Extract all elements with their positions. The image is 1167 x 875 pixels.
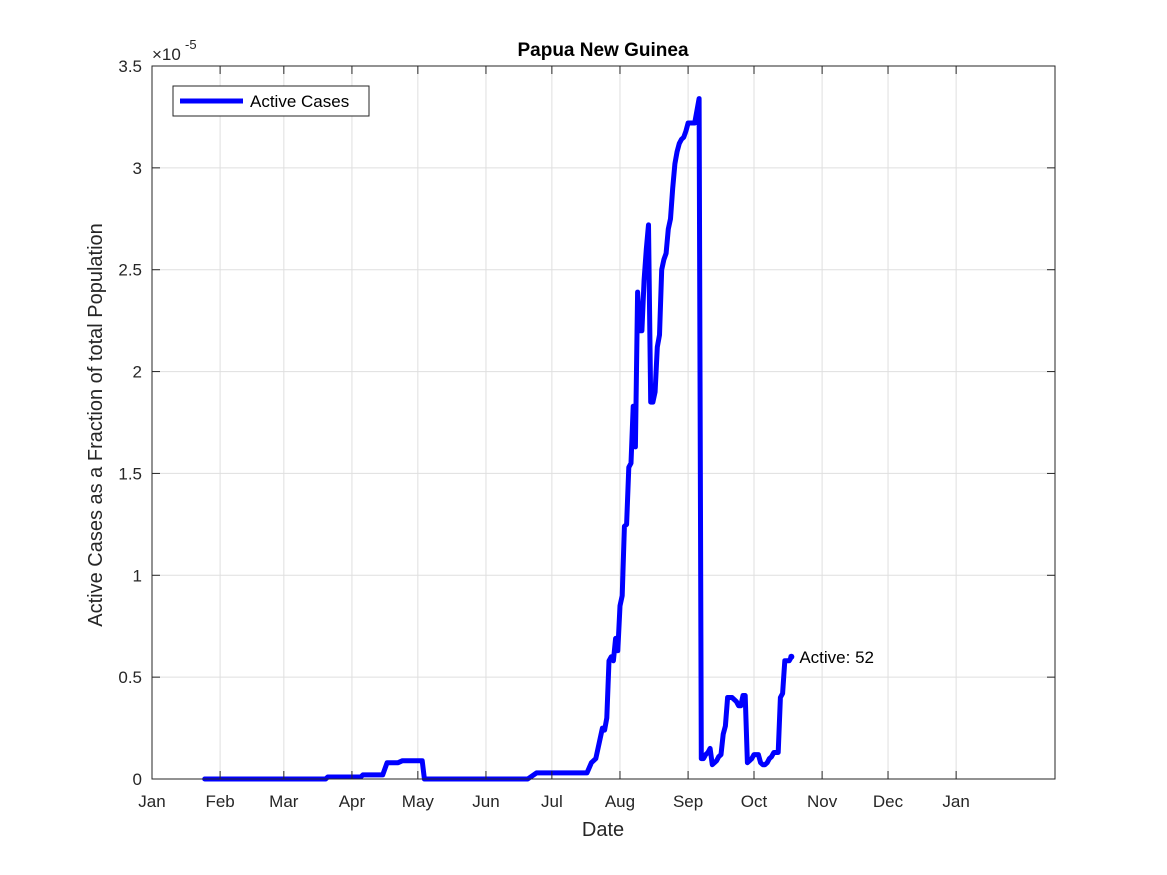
- x-tick-label: Dec: [873, 792, 904, 811]
- y-tick-label: 3.5: [118, 57, 142, 76]
- grid-lines: [151, 65, 1055, 780]
- annotation-text: Active: 52: [799, 648, 874, 667]
- annotation-active: Active: 52: [788, 648, 874, 667]
- y-tick-label: 3: [133, 159, 142, 178]
- y-exponent-label: ×10 -5: [152, 37, 197, 64]
- legend-entry-active-cases: Active Cases: [250, 92, 349, 111]
- annotation-marker: [788, 653, 795, 660]
- axis-ticks: [151, 65, 1055, 780]
- y-tick-label: 0: [133, 770, 142, 789]
- y-tick-label: 0.5: [118, 668, 142, 687]
- x-axis-label: Date: [582, 819, 624, 841]
- series-layer: [202, 96, 794, 782]
- x-tick-label: May: [402, 792, 435, 811]
- y-tick-label: 1: [133, 566, 142, 585]
- y-tick-labels: 0 0.5 1 1.5 2 2.5 3 3.5: [118, 57, 142, 789]
- x-tick-label: Jan: [942, 792, 969, 811]
- y-tick-label: 1.5: [118, 464, 142, 483]
- legend: Active Cases: [172, 85, 370, 117]
- x-tick-labels: Jan Feb Mar Apr May Jun Jul Aug Sep Oct Nov Dec Jan: [138, 792, 970, 811]
- x-tick-label: Jan: [138, 792, 165, 811]
- x-tick-label: Oct: [741, 792, 768, 811]
- x-tick-label: Apr: [339, 792, 366, 811]
- x-tick-label: Jun: [472, 792, 499, 811]
- y-exponent-power: -5: [185, 37, 197, 52]
- x-tick-label: Feb: [205, 792, 234, 811]
- x-tick-label: Sep: [673, 792, 703, 811]
- plot-frame: [151, 65, 1056, 780]
- y-tick-label: 2: [133, 363, 142, 382]
- y-tick-label: 2.5: [118, 261, 142, 280]
- y-axis-label: Active Cases as a Fraction of total Popu…: [85, 223, 107, 627]
- chart-title: Papua New Guinea: [517, 40, 688, 61]
- series-line-active-cases: [202, 96, 794, 782]
- x-tick-label: Nov: [807, 792, 838, 811]
- plot-area: [152, 66, 1055, 779]
- x-tick-label: Aug: [605, 792, 635, 811]
- y-exponent-base: ×10: [152, 45, 181, 64]
- x-tick-label: Jul: [541, 792, 563, 811]
- x-tick-label: Mar: [269, 792, 299, 811]
